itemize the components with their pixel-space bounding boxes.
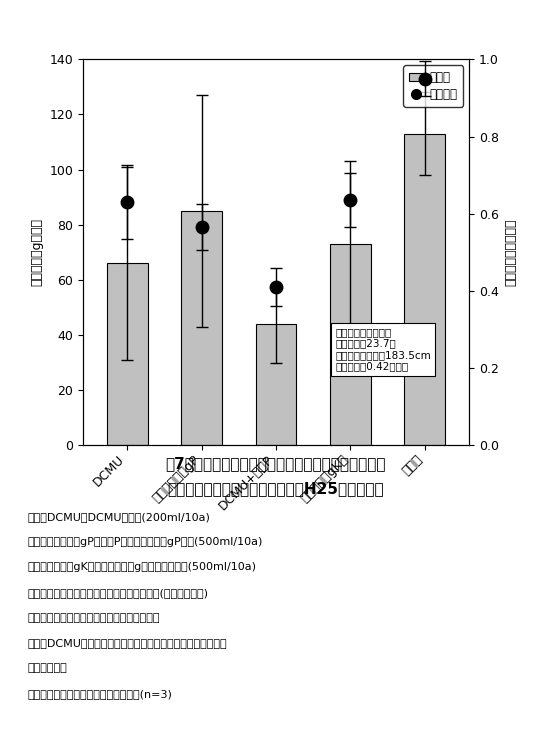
Text: 注１）DCMU：DCMU水和剤(200ml/10a): 注１）DCMU：DCMU水和剤(200ml/10a) bbox=[28, 512, 210, 522]
Text: 処理時のアレチウリ
平均葉齢：23.7葉
平均最大つる長：183.5cm
発生本数：0.42本／㎡: 処理時のアレチウリ 平均葉齢：23.7葉 平均最大つる長：183.5cm 発生本… bbox=[336, 326, 431, 372]
Y-axis label: 残草量（生g／㎡）: 残草量（生g／㎡） bbox=[31, 218, 44, 286]
Bar bbox=[107, 263, 148, 445]
Bar bbox=[330, 244, 371, 445]
Text: 注５）エラーバーは残草量の標準誤差(n=3): 注５）エラーバーは残草量の標準誤差(n=3) bbox=[28, 689, 172, 698]
Text: 畜間処理: 畜間処理 bbox=[28, 663, 67, 673]
Text: 囷7　茎葉処理型除草剤の畜間または畜間・株間処理: 囷7 茎葉処理型除草剤の畜間または畜間・株間処理 bbox=[166, 456, 386, 471]
Text: によるアレチウリへの防除効果（H25年，現地）: によるアレチウリへの防除効果（H25年，現地） bbox=[168, 481, 384, 496]
Y-axis label: 残草本数（本／㎡）: 残草本数（本／㎡） bbox=[505, 219, 517, 286]
Text: 注２）８／９薬剤散布，８／９９残草量調査(処理１０日後): 注２）８／９薬剤散布，８／９９残草量調査(処理１０日後) bbox=[28, 588, 209, 597]
Text: 注４）DCMU水和剤単用区は畜間・株間処理，それ以外の区は: 注４）DCMU水和剤単用区は畜間・株間処理，それ以外の区は bbox=[28, 638, 227, 648]
Legend: 残草量, 残草本数: 残草量, 残草本数 bbox=[404, 65, 463, 107]
Text: グリホサーgK塩：グリホサーgカリウム塩液剤(500ml/10a): グリホサーgK塩：グリホサーgカリウム塩液剤(500ml/10a) bbox=[28, 562, 257, 572]
Bar bbox=[256, 324, 296, 445]
Text: 注３）処理前に手取り除草は行っていない。: 注３）処理前に手取り除草は行っていない。 bbox=[28, 613, 160, 623]
Bar bbox=[181, 211, 222, 445]
Text: グルホシネーgP，グルP：グルホシネーgP液剤(500ml/10a): グルホシネーgP，グルP：グルホシネーgP液剤(500ml/10a) bbox=[28, 537, 263, 547]
Bar bbox=[404, 134, 445, 445]
